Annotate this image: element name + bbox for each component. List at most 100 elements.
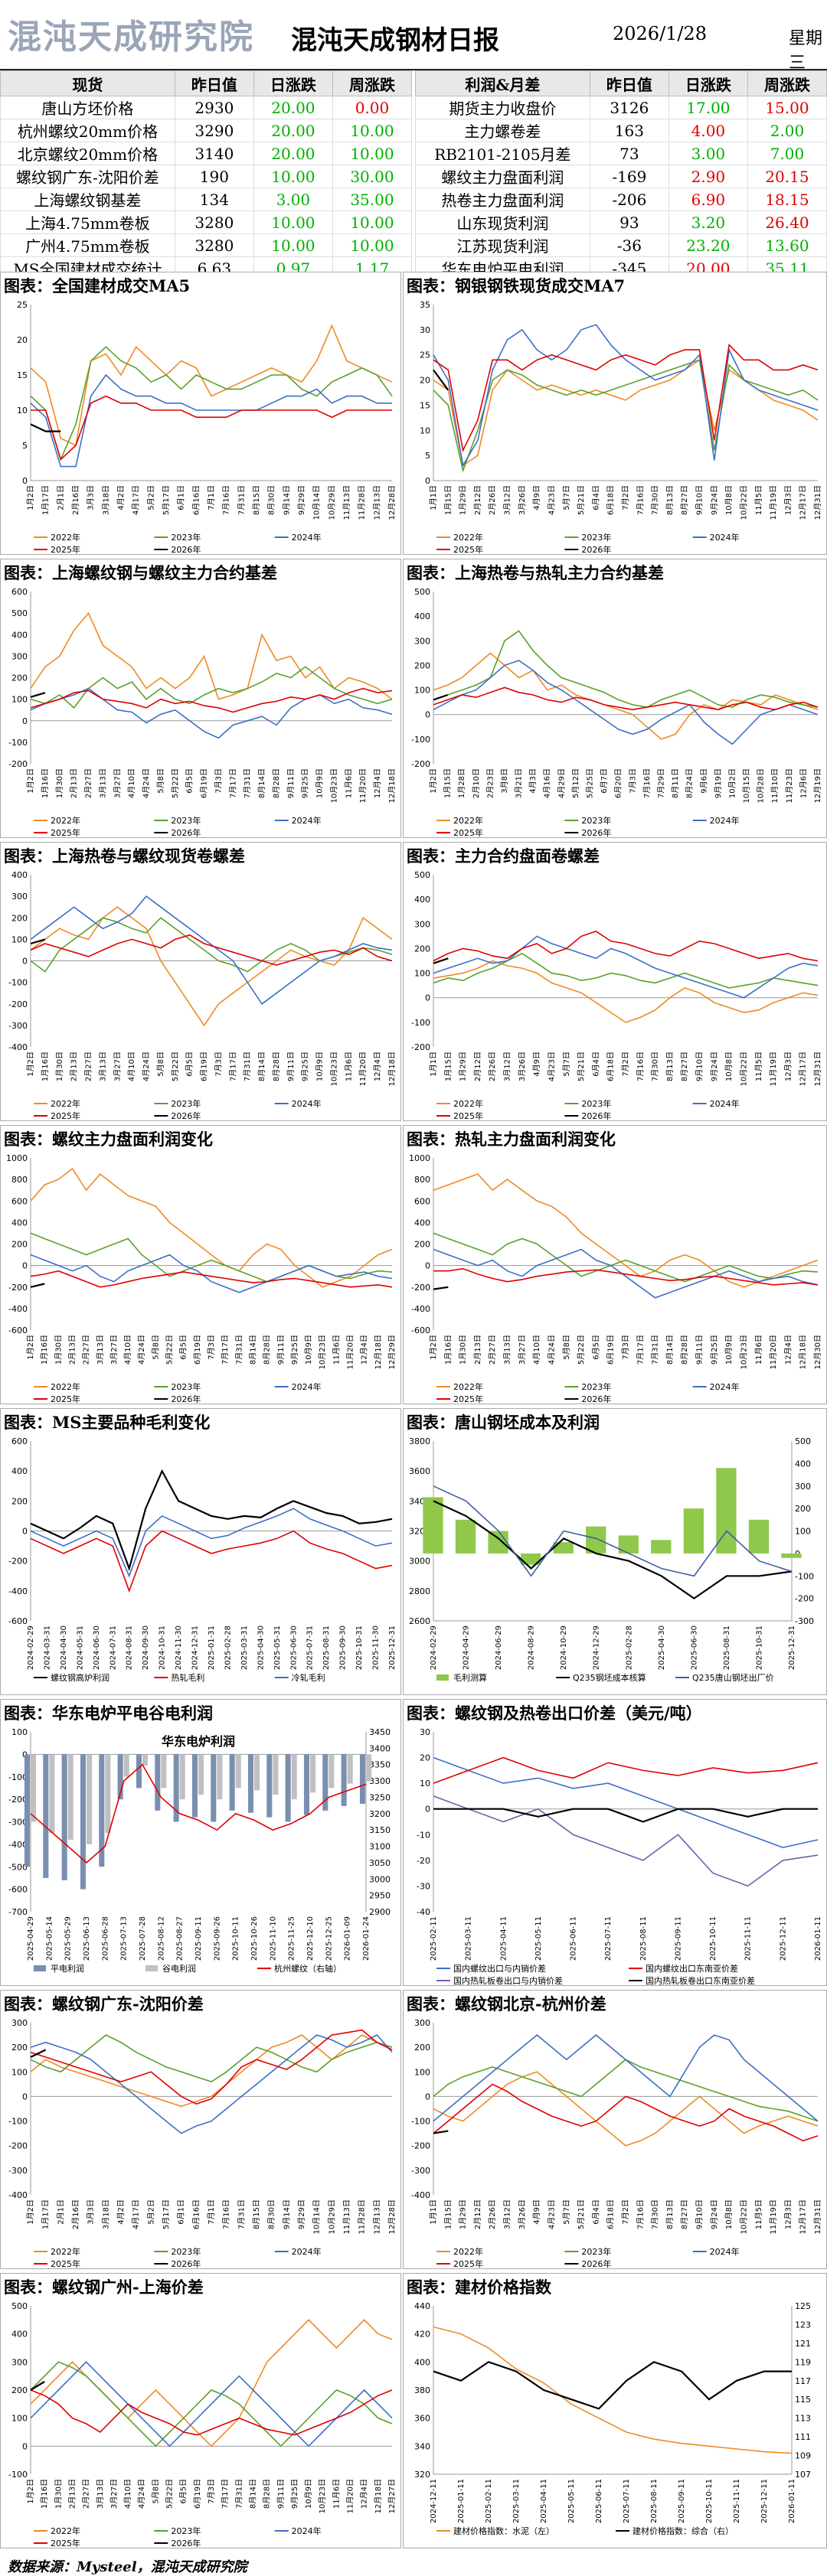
y-tick-label: 0 — [22, 1261, 28, 1271]
x-tick-label: 8月24日 — [685, 768, 695, 798]
x-tick-label: 12月31日 — [813, 2199, 822, 2234]
x-tick-label: 1月16日 — [40, 1335, 49, 1365]
prev-value: 163 — [589, 119, 669, 142]
chart-panel-c4: 图表：上海热卷与热轧主力合约基差 -200 -100 0 100 200 300 400 500… — [403, 559, 827, 838]
x-tick-label: 11月20日 — [358, 768, 368, 803]
x-tick-label: 2月16日 — [71, 2199, 80, 2229]
series-line-2024年 — [30, 2361, 393, 2447]
x-tick-label: 7月16日 — [222, 2199, 231, 2229]
series-line-2023年 — [433, 2059, 819, 2122]
legend-label: 建材价格指数：水泥（左） — [453, 2525, 554, 2536]
y-tick-label: 0 — [425, 710, 430, 720]
prev-value: 3280 — [174, 233, 254, 257]
x-tick-label: 6月4日 — [591, 1052, 600, 1077]
chart-svg: -600 -400 -200 0 200 400 600 800 1000 1月2日 1月16日 1月… — [409, 1153, 822, 1404]
x-tick-label: 7月17日 — [221, 2479, 230, 2509]
table-row: 广州4.75mm卷板 3280 10.00 10.00 — [0, 233, 413, 257]
series-line-Q235钢坯成本核算 — [433, 1500, 793, 1599]
x-tick-label: 2024-03-31 — [43, 1625, 51, 1670]
x-tick-label: 2025-02-11 — [430, 1916, 438, 1961]
bar-谷电利润-8 — [179, 1754, 185, 1800]
x-tick-label: 5月12日 — [571, 768, 580, 798]
y-tick-label: 200 — [11, 673, 28, 683]
legend-label: 2025年 — [51, 1394, 80, 1404]
y2-tick-label: -100 — [795, 1571, 814, 1581]
bar-谷电利润-16 — [329, 1754, 335, 1789]
report-header: 混沌天成研究院 混沌天成钢材日报 2026/1/28 星期三 — [0, 0, 827, 73]
chart-title: 图表：螺纹钢广东-沈阳价差 — [4, 1994, 204, 2014]
legend-label: 2024年 — [710, 815, 740, 826]
x-tick-label: 7月31日 — [243, 1052, 252, 1081]
chart-title: 图表：建材价格指数 — [407, 2278, 551, 2297]
x-tick-label: 4月9日 — [532, 1052, 541, 1077]
y-tick-label: 20 — [17, 335, 28, 345]
report-weekday: 星期三 — [789, 29, 823, 73]
x-tick-label: 10月9日 — [724, 1335, 734, 1365]
bar-毛利测算-8 — [683, 1508, 704, 1554]
y-tick-label: 200 — [11, 2043, 28, 2053]
x-tick-label: 1月1日 — [429, 1052, 438, 1077]
y2-tick-label: 115 — [795, 2395, 811, 2405]
chart-svg: -600 -400 -200 0 200 400 600 2024-02-29 2024-03-… — [8, 1436, 397, 1683]
x-tick-label: 6月19日 — [193, 1335, 202, 1365]
bar-平电利润-15 — [303, 1754, 309, 1815]
x-tick-label: 2024-04-30 — [60, 1625, 68, 1670]
legend-label: 2024年 — [292, 532, 322, 543]
x-tick-label: 6月19日 — [200, 768, 209, 798]
bar-谷电利润-3 — [87, 1754, 93, 1844]
table-header-row: 现货 昨日值 日涨跌 周涨跌 — [0, 70, 413, 96]
chart-panel-c10: 图表：唐山钢坯成本及利润 2600 2800 3000 3200 3400 3600 3800… — [403, 1408, 827, 1695]
x-tick-label: 4月10日 — [127, 768, 136, 798]
x-tick-label: 2025-02-11 — [485, 2479, 493, 2523]
x-tick-label: 11月13日 — [342, 485, 351, 520]
legend-label: 2023年 — [171, 2525, 201, 2536]
x-tick-label: 2月13日 — [70, 1052, 79, 1081]
chart-svg: -200 -100 0 100 200 300 400 500 1月2日 1月15日 1月28日 2月… — [411, 587, 822, 837]
row-label: 螺纹钢广东-沈阳价差 — [0, 165, 175, 188]
y-tick-label: 3600 — [409, 1466, 430, 1476]
x-tick-label: 10月15日 — [742, 768, 751, 803]
y-tick-label: 100 — [414, 969, 430, 979]
series-line-2025年 — [433, 1267, 819, 1286]
legend-label: 国内螺纹出口东南亚价差 — [646, 1963, 738, 1974]
x-tick-label: 12月27日 — [387, 2479, 397, 2513]
x-tick-label: 12月31日 — [813, 485, 822, 520]
chart-panel-c15: 图表：螺纹钢广州-上海价差 -100 0 100 200 300 400 500 1月2日 1月1… — [0, 2273, 401, 2548]
y-tick-label: 25 — [420, 351, 430, 360]
chart-svg: -200 -100 0 100 200 300 400 500 600 1月2日 1月16日 1月30… — [8, 587, 397, 837]
bar-平电利润-17 — [341, 1754, 347, 1806]
legend-label: 2023年 — [171, 1381, 201, 1392]
y-tick-label: 300 — [11, 2357, 28, 2367]
y-tick-label: -200 — [8, 999, 28, 1009]
report-date: 2026/1/28 — [613, 23, 708, 44]
y-tick-label: 0 — [425, 2092, 430, 2102]
series-line-2023年 — [30, 2361, 393, 2447]
x-tick-label: 6月4日 — [591, 485, 600, 510]
x-tick-label: 2025-09-11 — [678, 2479, 686, 2523]
table-row: 北京螺纹20mm价格 3140 20.00 10.00 — [0, 142, 413, 165]
x-tick-label: 2025-02-28 — [625, 1625, 633, 1670]
legend-label: 2024年 — [710, 2246, 740, 2257]
y2-tick-label: 125 — [795, 2301, 811, 2311]
prev-value: 3126 — [589, 96, 669, 119]
weekly-change: 15.00 — [747, 96, 827, 119]
chart-panel-c14: 图表：螺纹钢北京-杭州价差 -400 -300 -200 -100 0 100 200 300 1… — [403, 1990, 827, 2269]
legend-label: 2026年 — [581, 544, 611, 554]
weekly-change: 35.00 — [332, 187, 413, 211]
chart-svg: -40 -30 -20 -10 0 10 20 30 2025-02-11 2025-03-11 2… — [417, 1727, 822, 1985]
y-tick-label: 500 — [414, 870, 430, 880]
x-tick-label: 5月2日 — [146, 2199, 155, 2225]
x-tick-label: 7月16日 — [222, 485, 231, 515]
x-tick-label: 9月29日 — [297, 485, 306, 515]
y2-tick-label: 3250 — [369, 1792, 391, 1802]
weekly-change: 20.15 — [747, 165, 827, 188]
y-tick-label: -200 — [411, 1042, 430, 1052]
legend-label: 国内螺纹出口与内销价差 — [453, 1963, 546, 1974]
bar-毛利测算-7 — [651, 1540, 672, 1554]
y-tick-label: 600 — [11, 1436, 28, 1446]
x-tick-label: 11月20日 — [346, 2479, 355, 2513]
data-source: 数据来源：Mysteel，混沌天成研究院 — [8, 2559, 247, 2575]
x-tick-label: 2024-02-29 — [430, 1625, 438, 1670]
x-tick-label: 9月11日 — [695, 1335, 704, 1365]
x-tick-label: 10月8日 — [724, 485, 734, 515]
